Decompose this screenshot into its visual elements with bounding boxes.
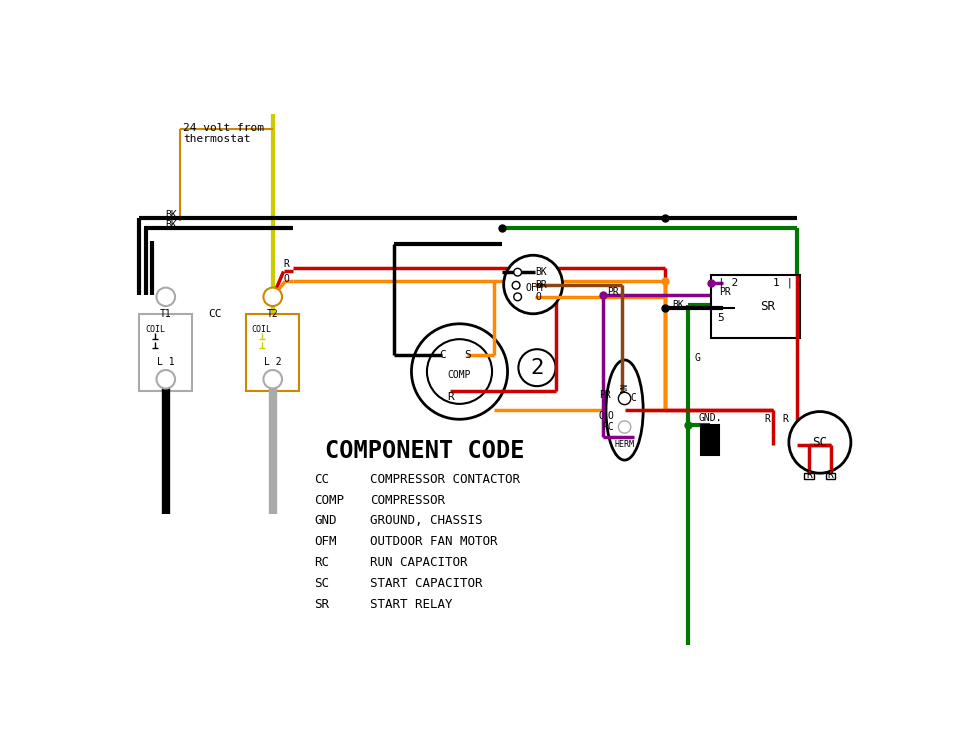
Text: OFM: OFM — [314, 535, 336, 548]
Text: BR: BR — [535, 280, 547, 290]
Text: CC: CC — [314, 473, 330, 486]
Circle shape — [263, 370, 282, 388]
Text: O: O — [535, 292, 541, 302]
Circle shape — [263, 287, 282, 306]
Bar — [139, 314, 192, 391]
Text: R: R — [284, 259, 289, 268]
Text: RC: RC — [314, 556, 330, 569]
Text: GND: GND — [314, 514, 336, 527]
Text: S: S — [464, 350, 470, 360]
Text: O: O — [284, 274, 289, 284]
Text: SR: SR — [314, 598, 330, 611]
Text: HERM: HERM — [614, 440, 634, 449]
Text: R: R — [781, 414, 787, 425]
Text: COMPRESSOR CONTACTOR: COMPRESSOR CONTACTOR — [370, 473, 520, 486]
Bar — [804, 474, 813, 480]
Text: | 2: | 2 — [717, 277, 737, 288]
Circle shape — [411, 323, 507, 419]
Circle shape — [618, 421, 630, 433]
Text: OUTDOOR FAN MOTOR: OUTDOOR FAN MOTOR — [370, 535, 498, 548]
Circle shape — [156, 287, 175, 306]
Text: COMP: COMP — [447, 370, 470, 380]
Text: O: O — [607, 411, 613, 421]
Text: PR: PR — [606, 287, 618, 297]
Text: T2: T2 — [267, 309, 279, 319]
Text: COIL: COIL — [251, 325, 272, 334]
Circle shape — [156, 370, 175, 388]
Text: O: O — [599, 411, 604, 421]
Circle shape — [518, 349, 556, 386]
Text: R: R — [446, 392, 453, 402]
Ellipse shape — [605, 360, 643, 460]
Text: RUN CAPACITOR: RUN CAPACITOR — [370, 556, 467, 569]
Circle shape — [513, 268, 521, 276]
Text: SC: SC — [812, 436, 826, 449]
Circle shape — [503, 256, 562, 314]
Text: GROUND, CHASSIS: GROUND, CHASSIS — [370, 514, 482, 527]
Text: L 1: L 1 — [156, 357, 174, 366]
Text: BK: BK — [535, 267, 547, 277]
Circle shape — [788, 412, 850, 474]
Text: FAN: FAN — [619, 383, 629, 398]
Text: START CAPACITOR: START CAPACITOR — [370, 577, 482, 590]
Text: SC: SC — [314, 577, 330, 590]
Text: 2: 2 — [530, 357, 543, 378]
Text: T1: T1 — [159, 309, 171, 319]
Text: GND.: GND. — [697, 412, 721, 423]
Bar — [711, 275, 800, 339]
Text: L 2: L 2 — [264, 357, 282, 366]
Bar — [825, 474, 834, 480]
Text: BK: BK — [165, 210, 177, 220]
Text: PR: PR — [719, 287, 731, 297]
Circle shape — [426, 339, 492, 404]
Text: G: G — [693, 354, 699, 363]
Bar — [246, 314, 298, 391]
Text: BK: BK — [672, 299, 684, 310]
Text: 5: 5 — [717, 313, 724, 323]
Text: CC: CC — [208, 309, 222, 319]
Text: COMPONENT CODE: COMPONENT CODE — [325, 439, 524, 463]
Text: 1 |: 1 | — [773, 277, 793, 288]
Text: COMPRESSOR: COMPRESSOR — [370, 494, 445, 507]
Text: PR: PR — [599, 390, 610, 400]
Text: SR: SR — [759, 300, 774, 314]
Circle shape — [513, 293, 521, 301]
Circle shape — [511, 281, 519, 289]
Text: RC: RC — [602, 422, 614, 432]
Text: OFM: OFM — [525, 283, 543, 293]
Text: R: R — [764, 414, 770, 425]
Text: COMP: COMP — [314, 494, 344, 507]
Text: R: R — [827, 470, 833, 480]
Text: 24 volt from
thermostat: 24 volt from thermostat — [183, 123, 263, 145]
Text: START RELAY: START RELAY — [370, 598, 453, 611]
Text: C: C — [438, 350, 445, 360]
Bar — [700, 425, 719, 455]
Text: COIL: COIL — [145, 325, 164, 334]
Circle shape — [618, 392, 630, 405]
Text: BK: BK — [165, 220, 177, 230]
Text: C: C — [630, 394, 636, 403]
Text: R: R — [805, 470, 811, 480]
